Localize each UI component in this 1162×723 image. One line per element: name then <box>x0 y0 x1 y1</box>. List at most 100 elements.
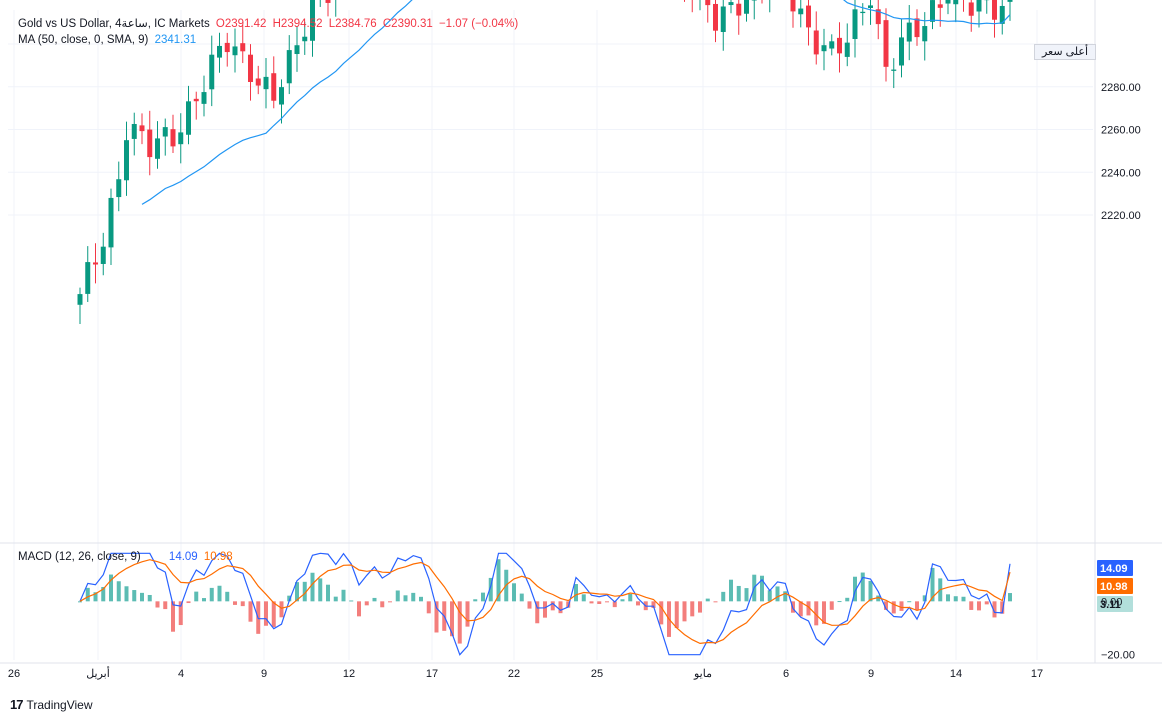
candle-body <box>93 262 98 265</box>
candle-body <box>147 129 153 158</box>
macd-histogram-bar <box>953 596 958 602</box>
macd-histogram-bar <box>682 601 687 622</box>
macd-value-box <box>1097 596 1133 612</box>
candle-body <box>728 2 734 6</box>
macd-histogram-bar <box>915 601 919 611</box>
macd-histogram-bar <box>225 591 230 602</box>
macd-histogram-bar <box>589 601 594 604</box>
macd-histogram-bar <box>233 601 237 605</box>
candle-body <box>829 41 835 49</box>
candle-body <box>263 76 269 90</box>
symbol-title: Gold vs US Dollar, 4ساعة, IC Markets <box>18 18 210 30</box>
candle-body <box>240 43 246 52</box>
macd-histogram-bar <box>473 599 478 602</box>
macd-histogram-bar <box>822 601 826 624</box>
candle-body <box>85 262 91 294</box>
macd-histogram-bar <box>248 601 253 622</box>
candle-body <box>720 6 726 32</box>
macd-tick-label: 0.00 <box>1101 596 1122 608</box>
macd-line <box>79 552 1011 656</box>
macd-histogram-bar <box>279 601 284 618</box>
candle-body <box>930 0 935 22</box>
macd-histogram-bar <box>434 601 439 633</box>
macd-histogram-bar <box>837 601 842 603</box>
footer-brand[interactable]: 17 TradingView <box>10 697 93 712</box>
moving-average-line <box>141 0 1011 205</box>
candle-body <box>821 45 827 52</box>
macd-value-label: 14.09 <box>1100 563 1128 575</box>
macd-histogram-bar <box>605 601 609 603</box>
low-value: L2384.76 <box>328 18 377 30</box>
macd-histogram-bar <box>806 601 811 616</box>
y-tick-label: 2220.00 <box>1101 210 1141 222</box>
macd-histogram-bar <box>884 601 888 610</box>
macd-histogram-bar <box>690 601 695 617</box>
candle-body <box>852 9 858 40</box>
candle-body <box>178 132 184 145</box>
candle-body <box>945 0 951 4</box>
macd-histogram-bar <box>946 594 950 602</box>
macd-histogram-bar <box>558 601 563 614</box>
macd-value-box <box>1097 578 1133 594</box>
symbol-header: Gold vs US Dollar, 4ساعة, IC Markets O23… <box>18 16 521 30</box>
macd-value-box <box>1097 560 1133 576</box>
candle-body <box>914 18 920 38</box>
macd-histogram-bar <box>295 582 299 602</box>
candle-body <box>279 87 284 105</box>
macd-histogram-bar <box>930 567 935 602</box>
candle-body <box>999 5 1005 24</box>
x-tick-label: 14 <box>950 668 962 680</box>
candle-body <box>310 0 315 41</box>
macd-histogram-bar <box>729 579 733 602</box>
candle-body <box>705 0 711 6</box>
macd-histogram-bar <box>566 601 571 608</box>
candle-body <box>170 129 176 147</box>
candle-body <box>860 11 866 14</box>
macd-histogram-bar <box>419 596 423 602</box>
candle-body <box>806 5 811 28</box>
macd-histogram-bar <box>93 592 98 602</box>
x-tick-label: مايو <box>693 668 712 680</box>
candle-body <box>155 138 160 159</box>
macd-histogram-bar <box>457 601 462 644</box>
candle-body <box>883 20 889 67</box>
candle-body <box>837 37 842 54</box>
macd-histogram-bar <box>124 586 129 602</box>
macd-histogram-bar <box>194 591 199 602</box>
macd-histogram-bar <box>481 592 485 602</box>
macd-histogram-bar <box>465 601 470 627</box>
macd-histogram-bar <box>147 594 152 602</box>
macd-histogram-bar <box>411 592 416 602</box>
x-tick-label: 12 <box>343 668 355 680</box>
macd-histogram-bar <box>519 593 524 602</box>
macd-histogram-bar <box>403 595 408 602</box>
candle-body <box>201 92 207 104</box>
macd-histogram-bar <box>388 601 392 603</box>
macd-signal-line <box>79 559 1011 645</box>
candle-body <box>813 30 819 55</box>
macd-histogram-bar <box>357 601 361 617</box>
macd-histogram-bar <box>969 601 974 610</box>
macd-legend[interactable]: MACD (12, 26, close, 9) 14.09 10.98 <box>18 551 236 563</box>
candle-body <box>162 127 168 137</box>
macd-histogram-bar <box>101 587 106 602</box>
y-tick-label: 2260.00 <box>1101 125 1141 137</box>
x-tick-label: 17 <box>426 668 438 680</box>
tradingview-logo-icon: 17 <box>10 697 24 712</box>
ma-value: 2341.31 <box>154 34 197 46</box>
macd-histogram-bar <box>178 601 183 626</box>
x-tick-label: أبريل <box>86 666 110 680</box>
ma-legend[interactable]: MA (50, close, 0, SMA, 9) 2341.31 <box>18 34 199 46</box>
macd-histogram-bar <box>372 597 377 602</box>
candle-body <box>325 0 331 3</box>
macd-histogram-bar <box>860 572 865 602</box>
macd-histogram-bar <box>318 578 323 602</box>
candle-body <box>922 26 928 42</box>
candle-body <box>193 98 199 102</box>
x-tick-label: 17 <box>1031 668 1043 680</box>
macd-histogram-bar <box>961 596 966 602</box>
macd-histogram-bar <box>628 593 633 602</box>
macd-histogram-bar <box>543 601 547 618</box>
macd-histogram-bar <box>659 601 664 625</box>
